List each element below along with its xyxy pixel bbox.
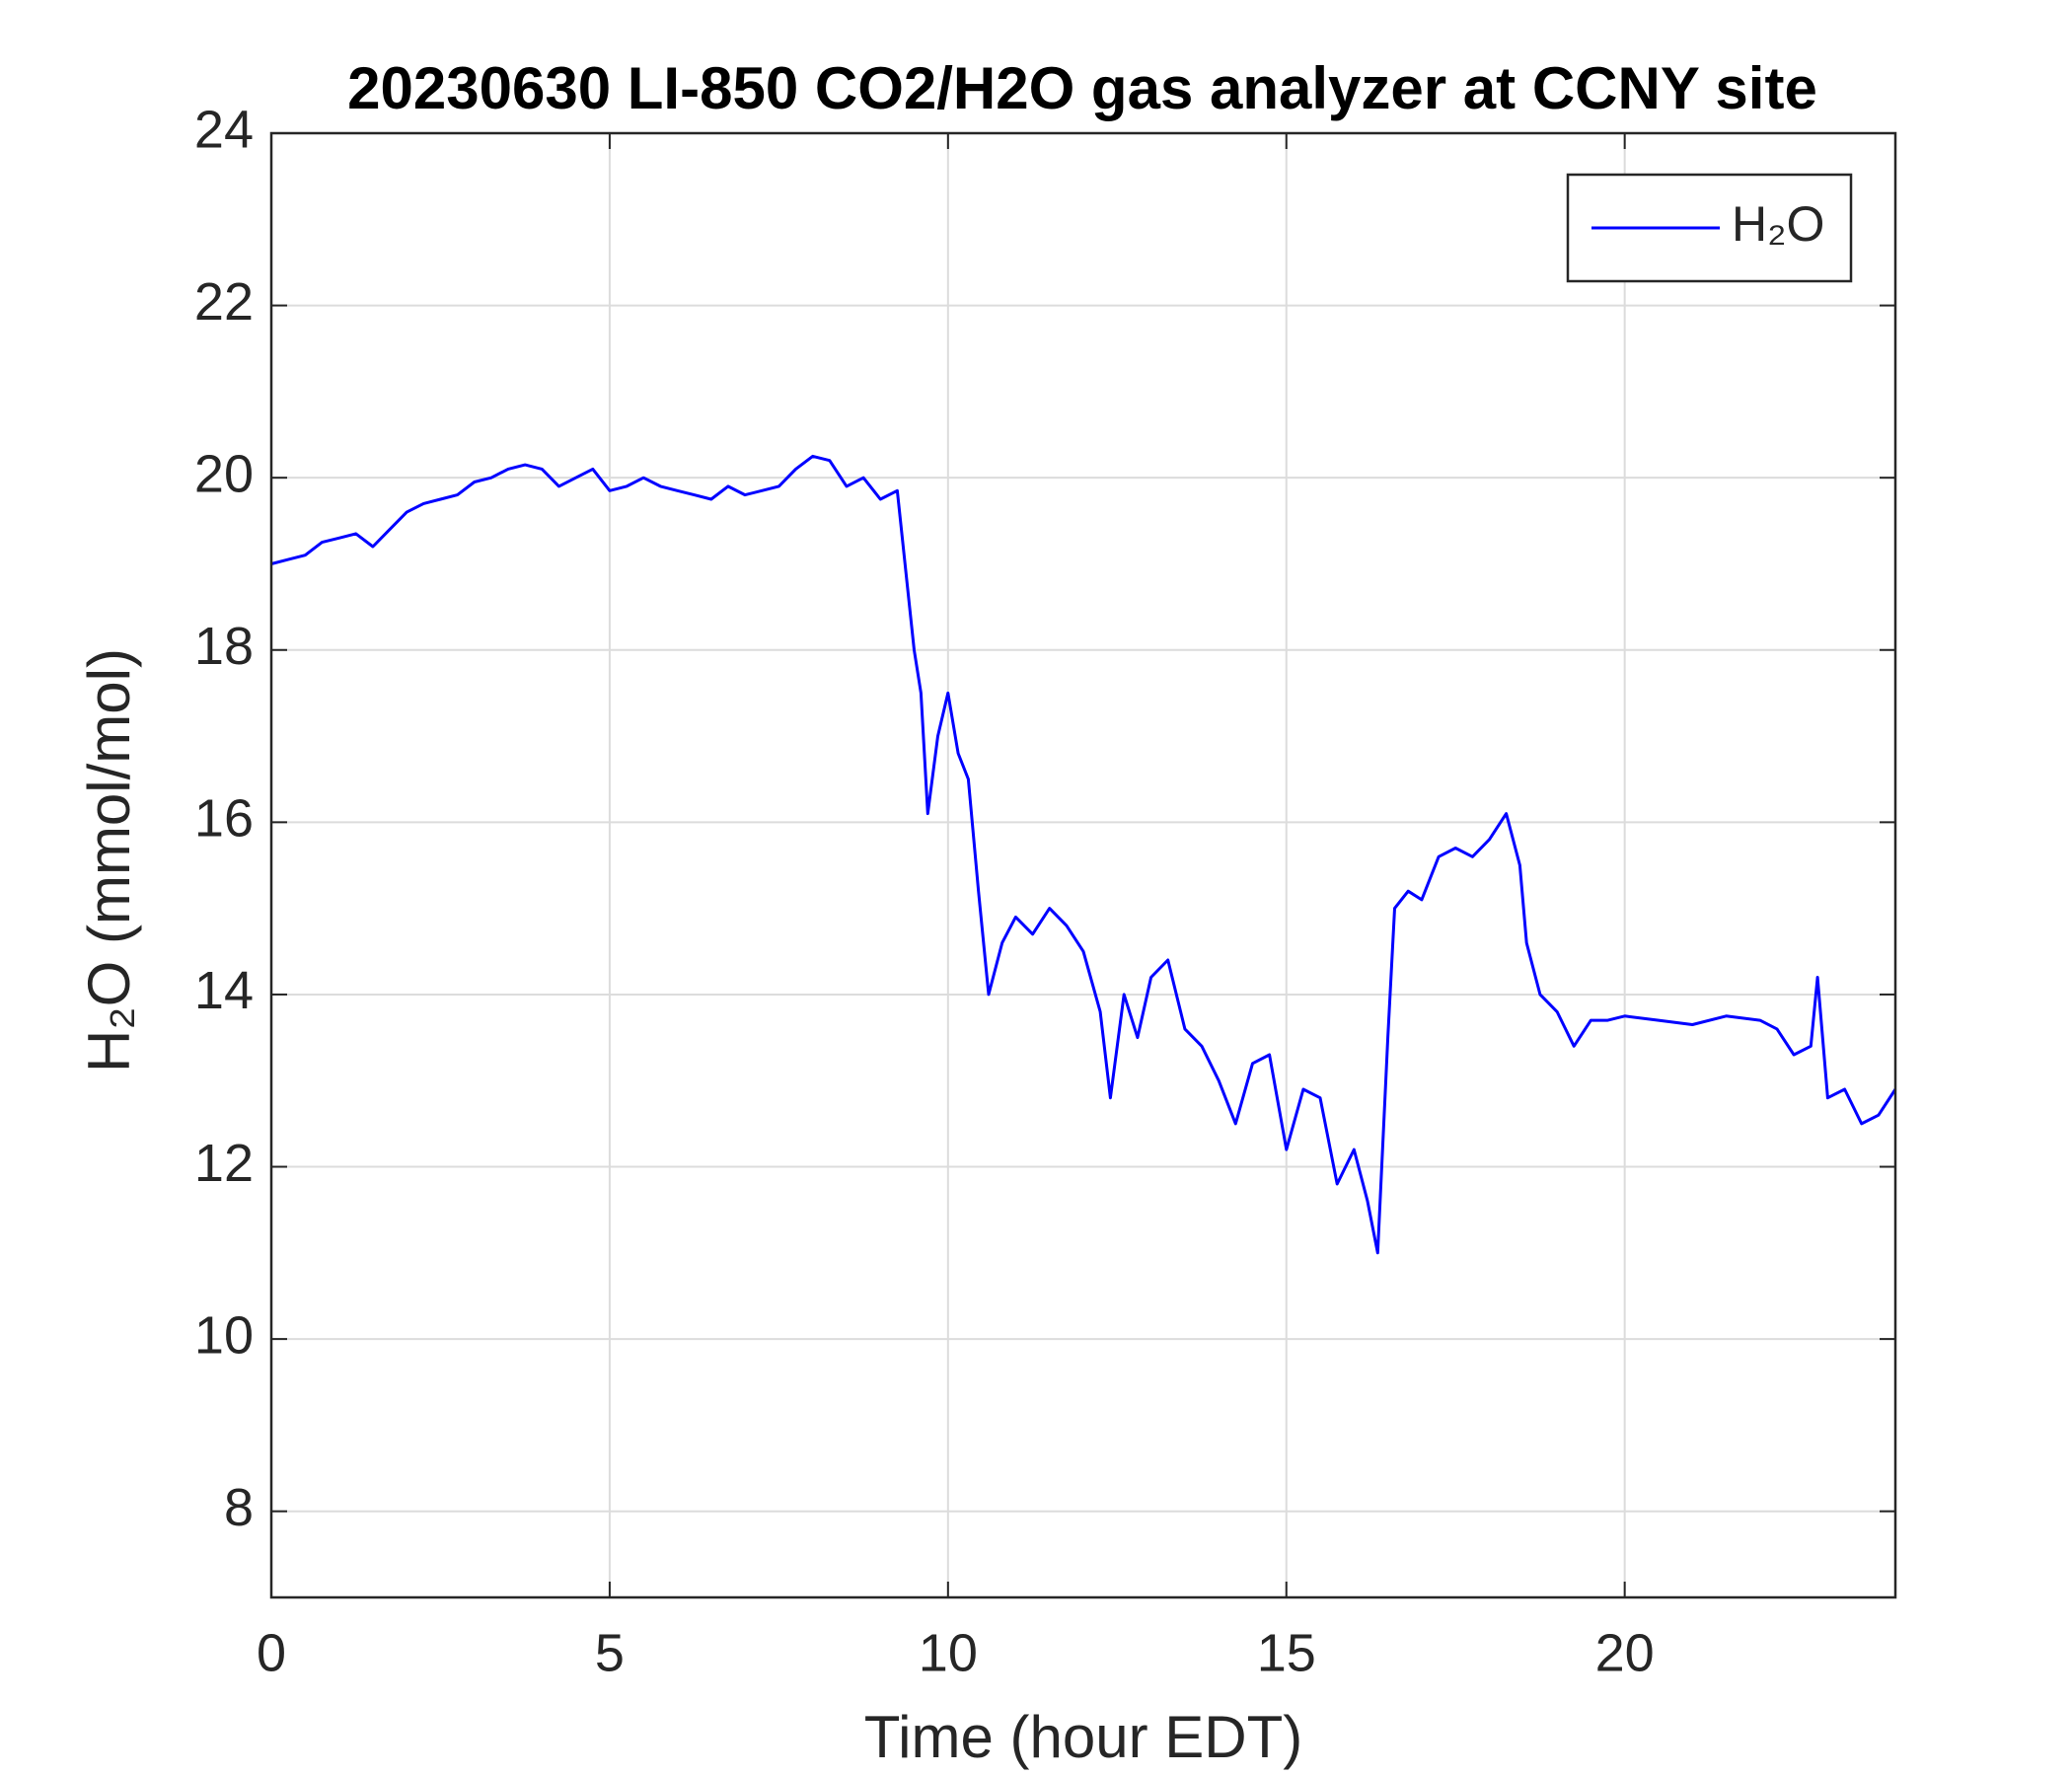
x-tick-label: 0 xyxy=(257,1623,286,1682)
x-tick-label: 10 xyxy=(919,1623,978,1682)
y-tick-label: 8 xyxy=(224,1478,254,1537)
y-tick-label: 24 xyxy=(194,100,254,159)
chart-title: 20230630 LI-850 CO2/H2O gas analyzer at … xyxy=(347,55,1817,121)
y-axis-label: H₂O (mmol/mol) xyxy=(76,648,142,1073)
y-tick-label: 10 xyxy=(194,1305,254,1365)
y-tick-label: 14 xyxy=(194,961,254,1020)
x-tick-label: 15 xyxy=(1257,1623,1316,1682)
legend-label: H₂O xyxy=(1732,196,1824,252)
x-tick-label: 20 xyxy=(1595,1623,1655,1682)
x-tick-label: 5 xyxy=(595,1623,625,1682)
x-axis-label: Time (hour EDT) xyxy=(864,1704,1303,1770)
y-tick-label: 22 xyxy=(194,272,254,332)
y-tick-label: 18 xyxy=(194,617,254,676)
plot-frame xyxy=(269,131,1897,1599)
y-tick-label: 20 xyxy=(194,444,254,503)
y-tick-label: 16 xyxy=(194,789,254,849)
y-tick-label: 12 xyxy=(194,1134,254,1193)
data-line xyxy=(270,454,1897,1255)
